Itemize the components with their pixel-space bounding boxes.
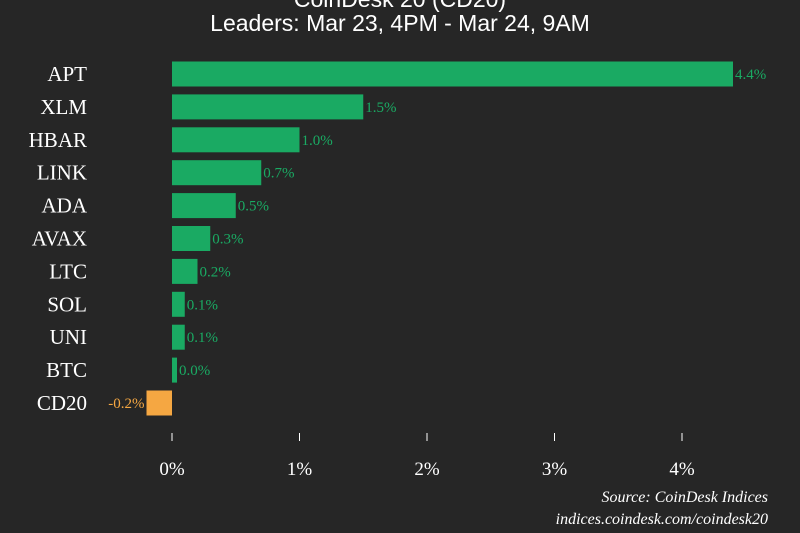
- category-label: UNI: [50, 325, 87, 349]
- data-label: 4.4%: [735, 67, 766, 83]
- bar-avax: [172, 226, 211, 251]
- data-label: -0.2%: [108, 396, 144, 412]
- x-tick-label: 1%: [287, 459, 313, 480]
- data-label: 0.2%: [200, 264, 231, 280]
- data-label: 0.3%: [212, 232, 243, 248]
- chart-title: CoinDesk 20 (CD20): [0, 0, 800, 13]
- category-label: HBAR: [29, 128, 87, 152]
- bar-uni: [172, 324, 185, 350]
- category-label: APT: [47, 62, 87, 86]
- category-label: LINK: [37, 161, 87, 185]
- x-tick-label: 4%: [669, 459, 695, 480]
- bar-sol: [172, 291, 185, 317]
- data-label: 0.7%: [263, 166, 294, 182]
- source-url: indices.coindesk.com/coindesk20: [555, 511, 768, 528]
- bar-link: [172, 160, 262, 186]
- x-tick-label: 2%: [414, 459, 440, 480]
- data-label: 0.1%: [187, 297, 218, 313]
- bar-cd20: [146, 390, 172, 416]
- x-tick-label: 0%: [159, 459, 185, 480]
- category-label: BTC: [46, 358, 87, 382]
- data-label: 0.1%: [187, 330, 218, 346]
- category-label: CD20: [37, 391, 87, 415]
- category-label: AVAX: [32, 227, 87, 251]
- category-label: ADA: [42, 194, 88, 218]
- bar-hbar: [172, 127, 300, 153]
- source-note: Source: CoinDesk Indices: [601, 489, 768, 506]
- category-label: SOL: [47, 292, 87, 316]
- data-label: 0.5%: [238, 199, 269, 215]
- bar-ltc: [172, 258, 198, 284]
- category-label: XLM: [40, 95, 87, 119]
- bar-ada: [172, 193, 236, 219]
- bar-btc: [172, 357, 177, 383]
- chart-subtitle: Leaders: Mar 23, 4PM - Mar 24, 9AM: [210, 10, 590, 36]
- bar-apt: [172, 61, 733, 87]
- bar-xlm: [172, 94, 364, 120]
- data-label: 1.5%: [365, 100, 396, 116]
- data-label: 0.0%: [179, 363, 210, 379]
- x-tick-label: 3%: [542, 459, 568, 480]
- category-label: LTC: [49, 259, 87, 283]
- data-label: 1.0%: [302, 133, 333, 149]
